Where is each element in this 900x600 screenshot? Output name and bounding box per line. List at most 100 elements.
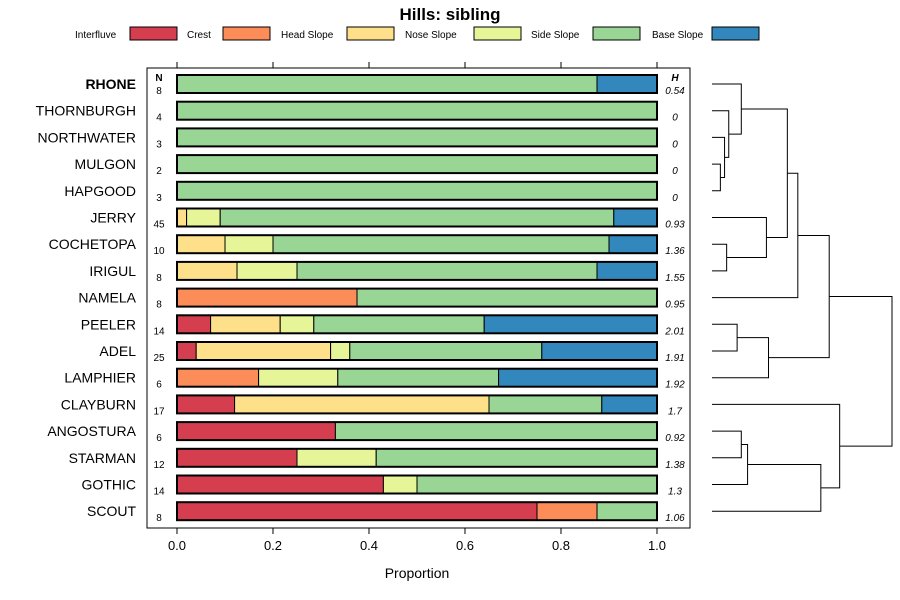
legend-label-nose-slope: Nose Slope	[405, 30, 457, 41]
bar-jerry-side-slope	[219, 208, 615, 227]
dendrogram-link-12	[712, 443, 749, 485]
n-value-peeler: 14	[153, 326, 165, 337]
category-label-adel: ADEL	[99, 343, 136, 359]
n-value-gothic: 14	[153, 487, 165, 498]
plot-panel	[146, 62, 691, 529]
n-value-adel: 25	[153, 353, 165, 364]
bar-namela-crest	[176, 288, 358, 308]
bar-outline-irigul	[176, 260, 658, 281]
bar-outline-starman	[176, 447, 658, 468]
x-tick-label-2: 0.4	[360, 538, 378, 553]
h-value-cochetopa: 1.36	[665, 246, 685, 257]
n-value-jerry: 45	[153, 220, 165, 231]
bar-namela-side-slope	[356, 288, 658, 308]
legend-label-interfluve: Interfluve	[75, 30, 117, 41]
bar-lamphier-crest	[176, 368, 260, 388]
chart-title: Hills: sibling	[399, 5, 500, 24]
legend-label-side-slope: Side Slope	[531, 30, 580, 41]
dendrogram-link-2	[712, 110, 730, 158]
bar-outline-gothic	[176, 474, 658, 495]
bar-outline-cochetopa	[176, 234, 658, 255]
h-value-gothic: 1.3	[668, 487, 682, 498]
bar-angostura-side-slope	[334, 421, 658, 441]
n-value-angostura: 6	[156, 433, 162, 444]
bar-jerry-head-slope	[176, 208, 188, 227]
bar-cochetopa-nose-slope	[224, 234, 274, 254]
bar-starman-interfluve	[176, 448, 298, 468]
n-value-starman: 12	[153, 460, 165, 471]
h-column: H 0.54 0 0 0 0 0.93 1.36 1.55 0.95 2.01 1.91 1.92 1.7…	[664, 73, 685, 524]
bar-peeler-side-slope	[313, 314, 485, 334]
bar-adel-interfluve	[176, 341, 197, 361]
h-value-lamphier: 1.92	[665, 380, 685, 391]
category-label-peeler: PEELER	[81, 316, 136, 332]
h-value-angostura: 0.92	[665, 433, 685, 444]
bar-gothic-nose-slope	[382, 475, 418, 494]
bar-outline-scout	[176, 501, 658, 522]
bar-scout-crest	[536, 501, 598, 521]
x-tick-label-3: 0.6	[456, 538, 474, 553]
bar-outline-peeler	[176, 314, 658, 335]
n-value-namela: 8	[156, 300, 162, 311]
category-label-cochetopa: COCHETOPA	[49, 236, 137, 252]
category-label-gothic: GOTHIC	[82, 477, 136, 493]
bar-outline-thornburgh	[176, 100, 658, 121]
bar-outline-angostura	[176, 421, 658, 442]
bar-adel-head-slope	[195, 341, 332, 361]
bar-jerry-nose-slope	[186, 208, 221, 227]
legend-swatch-side-slope	[592, 26, 641, 41]
x-tick-label-5: 1.0	[648, 538, 666, 553]
dendrogram-link-14	[712, 403, 841, 489]
x-tick-label-4: 0.8	[552, 538, 570, 553]
bar-northwater-side-slope	[176, 127, 658, 147]
h-value-hapgood: 0	[672, 193, 678, 204]
bar-irigul-base-slope	[596, 261, 658, 281]
n-value-thornburgh: 4	[156, 113, 162, 124]
h-value-namela: 0.95	[665, 300, 685, 311]
category-label-irigul: IRIGUL	[89, 263, 136, 279]
bar-thornburgh-side-slope	[176, 101, 658, 121]
bar-outline-adel	[176, 341, 658, 361]
h-value-peeler: 2.01	[664, 326, 684, 337]
h-value-adel: 1.91	[665, 353, 684, 364]
bar-outline-rhone	[176, 74, 658, 94]
category-label-northwater: NORTHWATER	[37, 129, 136, 145]
bar-outline-lamphier	[176, 367, 658, 388]
bar-scout-side-slope	[596, 501, 658, 521]
bar-peeler-base-slope	[483, 314, 658, 334]
legend-swatch-interfluve	[129, 26, 178, 41]
category-label-starman: STARMAN	[69, 450, 136, 466]
bar-clayburn-base-slope	[601, 394, 658, 414]
n-value-rhone: 8	[156, 86, 162, 97]
h-value-starman: 1.38	[665, 460, 685, 471]
legend-label-head-slope: Head Slope	[281, 30, 334, 41]
bar-clayburn-interfluve	[176, 394, 236, 414]
bars	[176, 74, 658, 522]
dendrogram	[712, 83, 893, 512]
bar-peeler-interfluve	[176, 314, 212, 334]
bar-outline-hapgood	[176, 180, 658, 201]
panel-frame	[146, 67, 691, 529]
bar-cochetopa-head-slope	[176, 234, 226, 254]
category-label-angostura: ANGOSTURA	[47, 423, 136, 439]
dendrogram-link-8	[712, 323, 738, 352]
dendrogram-link-10	[768, 234, 830, 359]
dendrogram-link-13	[712, 463, 822, 512]
bar-gothic-side-slope	[416, 475, 658, 494]
bar-lamphier-side-slope	[337, 368, 500, 388]
bar-irigul-nose-slope	[236, 261, 298, 281]
h-value-mulgon: 0	[672, 166, 678, 177]
bar-irigul-head-slope	[176, 261, 238, 281]
h-value-thornburgh: 0	[672, 113, 678, 124]
bar-rhone-side-slope	[176, 74, 598, 94]
x-axis-label: Proportion	[385, 565, 450, 581]
bar-adel-base-slope	[541, 341, 658, 361]
bar-gothic-interfluve	[176, 475, 384, 494]
bar-outline-mulgon	[176, 154, 658, 175]
x-axis: 0.0 0.2 0.4 0.6 0.8 1.0	[168, 528, 666, 553]
h-value-northwater: 0	[672, 139, 678, 150]
bar-outline-clayburn	[176, 394, 658, 415]
bar-rhone-base-slope	[596, 74, 658, 94]
legend-label-crest: Crest	[187, 30, 211, 41]
